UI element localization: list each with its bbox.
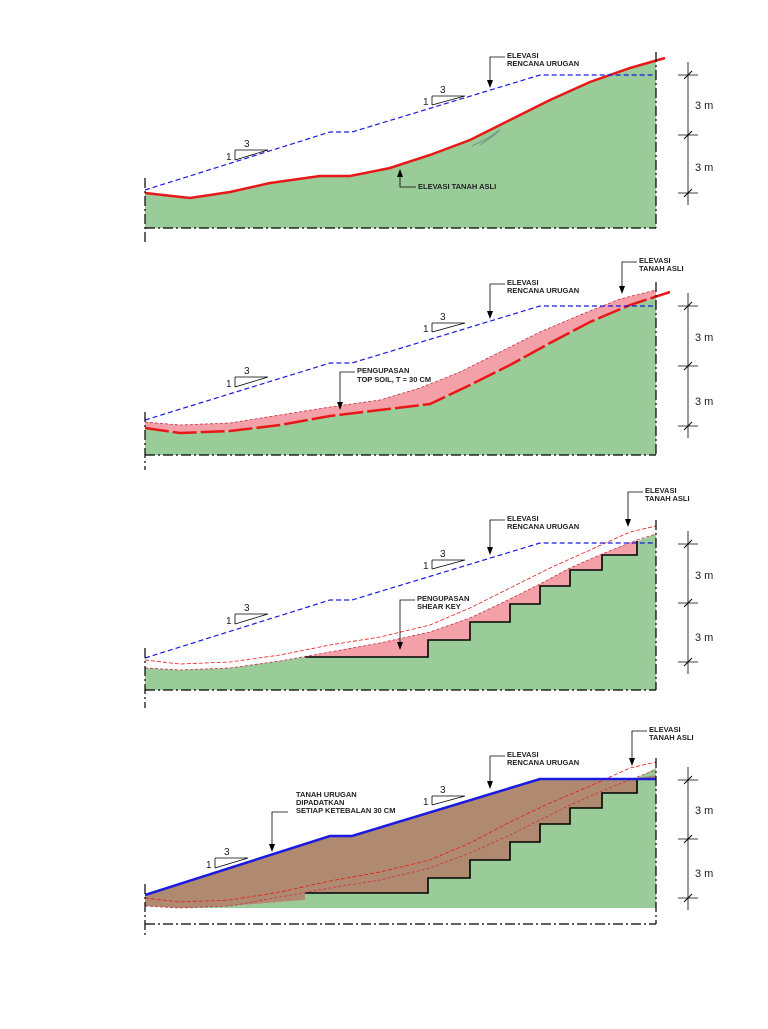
existing-ground-line: [144, 769, 657, 909]
design-fill-line: [144, 74, 656, 191]
slope-h-label: 3: [440, 549, 446, 560]
callout-line-3: SETIAP KETEBALAN 30 CM: [296, 806, 395, 815]
slope-h-label: 3: [244, 366, 250, 377]
design-fill-line: [144, 305, 656, 421]
dimension-label-lower: 3 m: [695, 868, 713, 880]
slope-indicator-upper: 3 1: [423, 785, 466, 808]
design-elevation-callout: ELEVASI RENCANA URUGAN: [487, 750, 579, 789]
slope-indicator-upper: 3 1: [423, 549, 466, 572]
callout-line-1: PENGUPASAN: [357, 366, 409, 375]
slope-h-label: 3: [224, 847, 230, 858]
callout-line-2: SHEAR KEY: [417, 602, 461, 611]
dimension-label-lower: 3 m: [695, 162, 713, 174]
panel-4: 3 1 3 1 ELEVASI RENCANA URUGAN ELEVASI T…: [144, 725, 713, 938]
callout-line-1: ELEVASI: [507, 750, 539, 759]
height-dimension: 3 m 3 m: [678, 767, 713, 910]
slope-indicator-upper: 3 1: [423, 312, 466, 335]
design-elevation-callout: ELEVASI RENCANA URUGAN: [487, 514, 579, 555]
callout-line-1: ELEVASI: [507, 51, 539, 60]
ground-area: [145, 768, 656, 908]
slope-v-label: 1: [423, 324, 429, 335]
ground-area: [145, 534, 656, 690]
existing-ground-line: [144, 533, 657, 671]
slope-v-label: 1: [226, 152, 232, 163]
callout-line-2: RENCANA URUGAN: [507, 59, 579, 68]
dimension-label-lower: 3 m: [695, 396, 713, 408]
topsoil-stripping-area: [145, 290, 656, 433]
panel-3: 3 1 3 1 ELEVASI RENCANA URUGAN ELEVASI T…: [144, 486, 713, 708]
compacted-fill-callout: TANAH URUGAN DIPADATKAN SETIAP KETEBALAN…: [269, 790, 395, 852]
slope-h-label: 3: [244, 603, 250, 614]
dimension-label-upper: 3 m: [695, 570, 713, 582]
callout-line-1: PENGUPASAN: [417, 594, 469, 603]
original-surface-line: [144, 761, 657, 903]
callout-line-2: DIPADATKAN: [296, 798, 344, 807]
slope-h-label: 3: [440, 785, 446, 796]
callout-line-2: TANAH ASLI: [649, 733, 694, 742]
height-dimension: 3 m 3 m: [678, 293, 713, 438]
ground-area: [145, 60, 656, 228]
existing-elevation-callout: ELEVASI TANAH ASLI: [625, 486, 690, 527]
callout-line-1: TANAH URUGAN: [296, 790, 357, 799]
design-elevation-callout: ELEVASI RENCANA URUGAN: [487, 51, 579, 88]
callout-line-1: ELEVASI: [645, 486, 677, 495]
shear-key-callout: PENGUPASAN SHEAR KEY: [397, 594, 469, 650]
callout-line-1: ELEVASI: [639, 256, 671, 265]
existing-elevation-callout: ELEVASI TANAH ASLI: [629, 725, 694, 766]
slope-h-label: 3: [440, 85, 446, 96]
compacted-fill-area: [145, 775, 656, 908]
callout-line-2: TANAH ASLI: [639, 264, 684, 273]
ground-area: [145, 298, 656, 455]
slope-v-label: 1: [226, 379, 232, 390]
slope-indicator-lower: 3 1: [226, 139, 269, 163]
height-dimension: 3 m 3 m: [678, 62, 713, 205]
slope-indicator-lower: 3 1: [206, 847, 249, 871]
design-elevation-callout: ELEVASI RENCANA URUGAN: [487, 278, 579, 319]
stripping-callout: PENGUPASAN TOP SOIL, T = 30 CM: [337, 366, 431, 410]
panel-1: 3 1 3 1 ELEVASI RENCANA URUGAN ELEVASI T…: [144, 51, 713, 242]
dimension-label-upper: 3 m: [695, 332, 713, 344]
callout-line-2: RENCANA URUGAN: [507, 758, 579, 767]
callout-line-2: TANAH ASLI: [645, 494, 690, 503]
original-surface-line: [144, 525, 657, 665]
design-fill-line: [144, 542, 656, 659]
stripped-ground-line: [144, 290, 671, 435]
steps-outline: [305, 778, 638, 894]
dimension-label-upper: 3 m: [695, 805, 713, 817]
slope-v-label: 1: [206, 860, 212, 871]
slope-indicator-upper: 3 1: [423, 85, 466, 108]
callout-line-2: RENCANA URUGAN: [507, 522, 579, 531]
existing-ground-line: [144, 289, 657, 426]
slope-h-label: 3: [440, 312, 446, 323]
design-fill-line: [144, 777, 656, 897]
callout-line-1: ELEVASI: [507, 514, 539, 523]
steps-outline: [305, 541, 638, 658]
callout-line-1: ELEVASI: [507, 278, 539, 287]
existing-elevation-callout: ELEVASI TANAH ASLI: [397, 169, 496, 191]
slope-v-label: 1: [423, 561, 429, 572]
slope-v-label: 1: [423, 797, 429, 808]
existing-elevation-callout: ELEVASI TANAH ASLI: [619, 256, 684, 294]
slope-v-label: 1: [226, 616, 232, 627]
height-dimension: 3 m 3 m: [678, 531, 713, 674]
slope-h-label: 3: [244, 139, 250, 150]
callout-line-1: ELEVASI: [649, 725, 681, 734]
dimension-label-lower: 3 m: [695, 632, 713, 644]
grass-tuft: [471, 129, 501, 147]
callout-line-1: ELEVASI TANAH ASLI: [418, 182, 496, 191]
slope-v-label: 1: [423, 97, 429, 108]
callout-line-2: RENCANA URUGAN: [507, 286, 579, 295]
dimension-label-upper: 3 m: [695, 100, 713, 112]
existing-ground-line: [144, 56, 666, 200]
callout-line-2: TOP SOIL, T = 30 CM: [357, 375, 431, 384]
slope-indicator-lower: 3 1: [226, 366, 269, 390]
slope-indicator-lower: 3 1: [226, 603, 269, 627]
panel-2: 3 1 3 1 ELEVASI RENCANA URUGAN ELEVASI T…: [144, 256, 713, 470]
